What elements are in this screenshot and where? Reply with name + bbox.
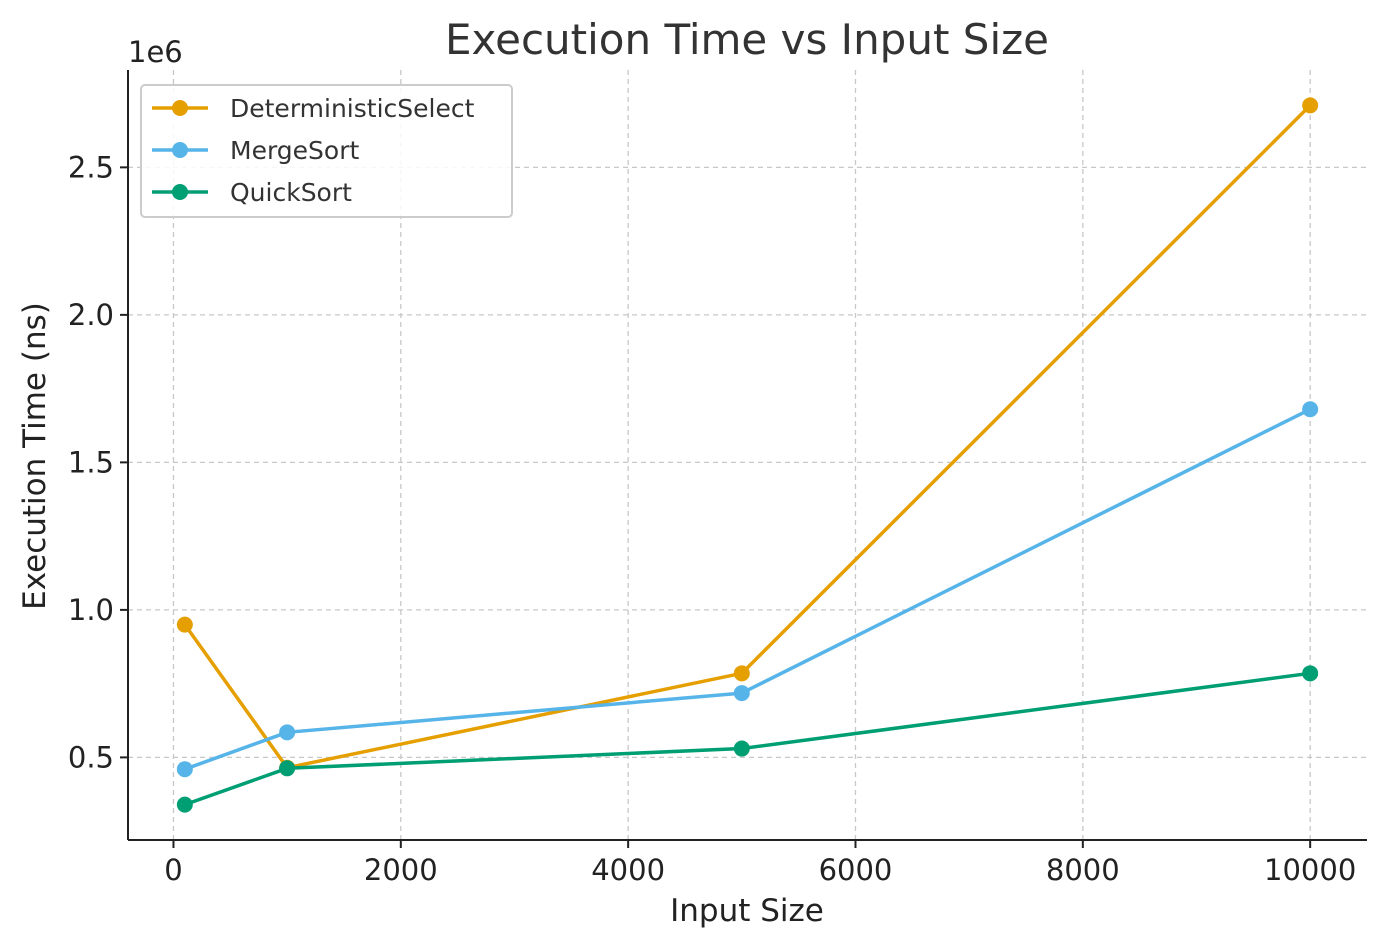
- x-tick-label: 0: [164, 853, 182, 887]
- x-tick-label: 2000: [364, 853, 438, 887]
- x-axis-label: Input Size: [670, 893, 824, 929]
- data-point: [279, 760, 296, 777]
- series-mergesort: [176, 401, 1319, 778]
- y-tick-label: 2.0: [68, 298, 114, 332]
- series-line: [183, 104, 1312, 770]
- legend-box: [140, 84, 513, 218]
- data-point: [176, 616, 193, 633]
- data-point: [1302, 401, 1319, 418]
- x-tick-label: 10000: [1264, 853, 1356, 887]
- series: [176, 97, 1319, 813]
- legend-item: DeterministicSelect: [152, 94, 475, 123]
- axes: [127, 70, 1367, 841]
- legend-marker: [172, 100, 188, 116]
- series-line: [184, 671, 1311, 807]
- legend-label: QuickSort: [230, 178, 352, 207]
- data-point: [1302, 665, 1319, 682]
- legend-marker: [172, 142, 188, 158]
- legend-item: QuickSort: [152, 178, 352, 207]
- data-point: [279, 724, 296, 741]
- data-point: [1302, 97, 1319, 114]
- data-point: [176, 761, 193, 778]
- data-point: [176, 796, 193, 813]
- data-point: [733, 740, 750, 757]
- y-tick-label: 0.5: [68, 740, 114, 774]
- x-tick-label: 8000: [1046, 853, 1120, 887]
- y-axis-label: Execution Time (ns): [17, 302, 53, 610]
- series-line: [184, 407, 1311, 771]
- ticks: 0 2000 4000 6000 8000 10000 0.5 1.0 1.5 2.0 2.5: [68, 150, 1356, 887]
- legend: DeterministicSelect MergeSort QuickSort: [140, 84, 513, 218]
- legend-label: MergeSort: [230, 136, 359, 165]
- legend-label: DeterministicSelect: [230, 94, 475, 123]
- chart-title: Execution Time vs Input Size: [445, 15, 1049, 64]
- y-tick-label: 1.5: [68, 445, 114, 479]
- y-tick-label: 1.0: [68, 593, 114, 627]
- series-quicksort: [176, 665, 1319, 813]
- y-axis-offset-label: 1e6: [128, 35, 183, 69]
- y-tick-label: 2.5: [68, 150, 114, 184]
- legend-item: MergeSort: [152, 136, 359, 165]
- data-point: [733, 685, 750, 702]
- x-tick-label: 4000: [591, 853, 665, 887]
- legend-marker: [172, 184, 188, 200]
- x-tick-label: 6000: [819, 853, 893, 887]
- data-point: [733, 665, 750, 682]
